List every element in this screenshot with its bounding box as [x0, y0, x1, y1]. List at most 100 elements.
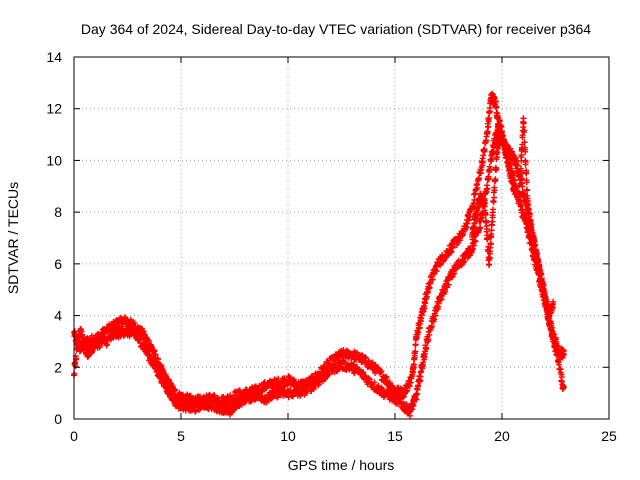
data-point — [525, 201, 532, 208]
data-point — [521, 127, 528, 134]
data-point — [415, 329, 422, 336]
data-point — [526, 211, 533, 218]
data-point — [514, 162, 521, 169]
data-point — [517, 165, 524, 172]
chart-title: Day 364 of 2024, Sidereal Day-to-day VTE… — [81, 21, 591, 37]
data-point — [484, 185, 491, 192]
data-point — [142, 343, 149, 350]
data-point — [522, 148, 529, 155]
data-point — [463, 224, 470, 231]
data-point — [442, 288, 449, 295]
data-point — [472, 238, 479, 245]
data-point — [428, 323, 435, 330]
data-point — [400, 393, 407, 400]
data-point — [485, 115, 492, 122]
data-point — [423, 346, 430, 353]
data-point — [490, 206, 497, 213]
data-point — [303, 390, 310, 397]
data-point — [518, 202, 525, 209]
data-point — [465, 217, 472, 224]
data-point — [145, 337, 152, 344]
data-point — [487, 241, 494, 248]
data-point — [516, 182, 523, 189]
data-point — [486, 262, 493, 269]
data-points — [71, 90, 567, 419]
data-point — [425, 289, 432, 296]
data-point — [475, 203, 482, 210]
data-point — [485, 175, 492, 182]
data-point — [469, 236, 476, 243]
data-point — [140, 328, 147, 335]
data-point — [555, 356, 562, 363]
data-point — [429, 276, 436, 283]
data-point — [550, 335, 557, 342]
data-point — [528, 221, 535, 228]
data-point — [550, 298, 557, 305]
data-point — [104, 341, 111, 348]
data-point — [412, 348, 419, 355]
data-point — [492, 176, 499, 183]
x-tick-label: 10 — [280, 428, 296, 444]
data-point — [404, 387, 411, 394]
y-axis-label: SDTVAR / TECUs — [5, 182, 21, 294]
data-point — [560, 351, 567, 358]
data-point — [420, 359, 427, 366]
x-axis-label: GPS time / hours — [288, 457, 395, 473]
data-point — [471, 220, 478, 227]
data-point — [432, 312, 439, 319]
data-point — [169, 390, 176, 397]
x-tick-label: 25 — [601, 428, 617, 444]
data-point — [163, 381, 170, 388]
y-tick-label: 14 — [46, 49, 62, 65]
y-tick-label: 8 — [54, 204, 62, 220]
data-point — [383, 374, 390, 381]
data-point — [470, 200, 477, 207]
data-point — [481, 200, 488, 207]
data-point — [516, 196, 523, 203]
data-point — [315, 381, 322, 388]
data-point — [491, 194, 498, 201]
data-point — [82, 341, 89, 348]
data-point — [470, 242, 477, 249]
x-tick-label: 0 — [70, 428, 78, 444]
data-point — [482, 211, 489, 218]
data-point — [479, 159, 486, 166]
data-point — [167, 387, 174, 394]
data-point — [489, 214, 496, 221]
y-tick-label: 0 — [54, 411, 62, 427]
y-tick-label: 2 — [54, 359, 62, 375]
data-point — [481, 146, 488, 153]
data-point — [425, 336, 432, 343]
data-point — [421, 305, 428, 312]
data-point — [520, 119, 527, 126]
data-point — [152, 351, 159, 358]
data-point — [214, 395, 221, 402]
data-point — [484, 235, 491, 242]
data-point — [524, 187, 531, 194]
data-point — [89, 348, 96, 355]
data-point — [494, 149, 501, 156]
y-tick-label: 10 — [46, 152, 62, 168]
plot-frame — [73, 56, 610, 420]
data-point — [386, 379, 393, 386]
data-point — [445, 281, 452, 288]
data-point — [155, 356, 162, 363]
data-point — [491, 187, 498, 194]
data-point — [493, 166, 500, 173]
data-point — [519, 183, 526, 190]
data-point — [476, 175, 483, 182]
data-point — [470, 245, 477, 252]
data-point — [484, 130, 491, 137]
x-tick-label: 15 — [387, 428, 403, 444]
data-point — [449, 244, 456, 251]
data-point — [474, 184, 481, 191]
data-point — [350, 361, 357, 368]
data-point — [290, 376, 297, 383]
data-point — [382, 373, 389, 380]
data-point — [96, 344, 103, 351]
data-point — [72, 363, 79, 370]
y-tick-label: 6 — [54, 256, 62, 272]
data-point — [448, 248, 455, 255]
data-point — [413, 396, 420, 403]
data-point — [540, 282, 547, 289]
